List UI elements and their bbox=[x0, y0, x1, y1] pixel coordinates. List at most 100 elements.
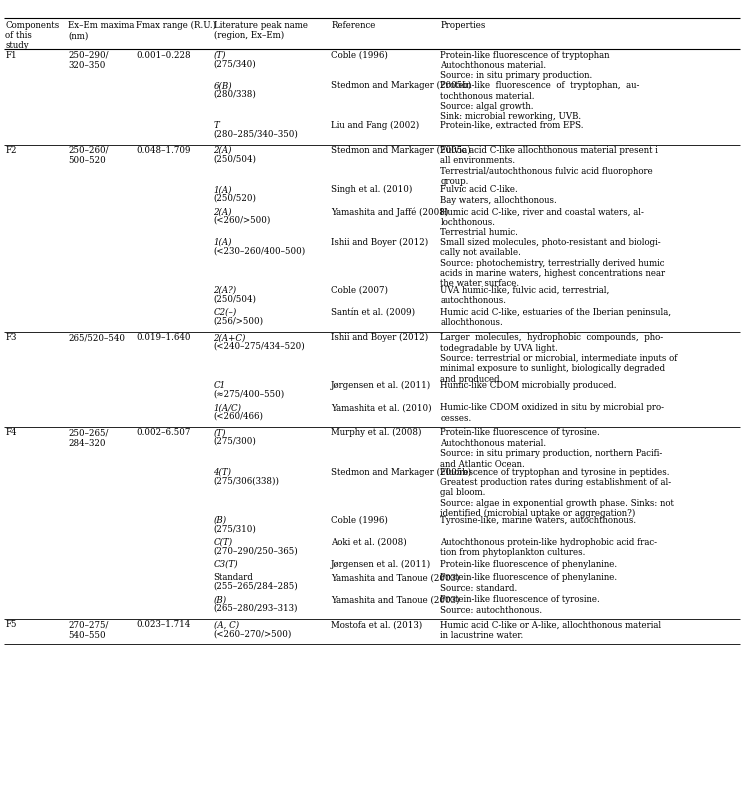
Text: Protein-like fluorescence of phenylanine.: Protein-like fluorescence of phenylanine… bbox=[440, 560, 618, 569]
Text: Santín et al. (2009): Santín et al. (2009) bbox=[331, 308, 415, 317]
Text: Stedmon and Markager (2005b): Stedmon and Markager (2005b) bbox=[331, 468, 472, 477]
Text: Singh et al. (2010): Singh et al. (2010) bbox=[331, 185, 412, 194]
Text: Humic acid C-like, estuaries of the Iberian peninsula,
allochthonous.: Humic acid C-like, estuaries of the Iber… bbox=[440, 308, 672, 327]
Text: 1(A/C): 1(A/C) bbox=[214, 403, 242, 412]
Text: (<260/466): (<260/466) bbox=[214, 412, 263, 421]
Text: Aoki et al. (2008): Aoki et al. (2008) bbox=[331, 538, 407, 547]
Text: Stedmon and Markager (2005b): Stedmon and Markager (2005b) bbox=[331, 81, 472, 91]
Text: 2(A): 2(A) bbox=[214, 207, 232, 217]
Text: (B): (B) bbox=[214, 595, 227, 604]
Text: (275/310): (275/310) bbox=[214, 525, 257, 533]
Text: C(T): C(T) bbox=[214, 538, 233, 547]
Text: 0.048–1.709: 0.048–1.709 bbox=[136, 146, 190, 155]
Text: Yamashita and Tanoue (2003): Yamashita and Tanoue (2003) bbox=[331, 595, 460, 604]
Text: Yamashita and Tanoue (2003): Yamashita and Tanoue (2003) bbox=[331, 573, 460, 582]
Text: (<260–270/>500): (<260–270/>500) bbox=[214, 629, 292, 638]
Text: 4(T): 4(T) bbox=[214, 468, 231, 477]
Text: Humic acid C-like or A-like, allochthonous material
in lacustrine water.: Humic acid C-like or A-like, allochthono… bbox=[440, 620, 661, 640]
Text: (≈275/400–550): (≈275/400–550) bbox=[214, 390, 285, 399]
Text: 0.019–1.640: 0.019–1.640 bbox=[136, 334, 190, 342]
Text: Liu and Fang (2002): Liu and Fang (2002) bbox=[331, 120, 420, 130]
Text: Ishii and Boyer (2012): Ishii and Boyer (2012) bbox=[331, 238, 429, 247]
Text: Components
of this
study: Components of this study bbox=[5, 21, 60, 50]
Text: Protein-like, extracted from EPS.: Protein-like, extracted from EPS. bbox=[440, 120, 584, 130]
Text: Protein-like fluorescence of tryptophan
Autochthonous material.
Source: in situ : Protein-like fluorescence of tryptophan … bbox=[440, 51, 610, 80]
Text: 0.002–6.507: 0.002–6.507 bbox=[136, 428, 190, 437]
Text: 1(A): 1(A) bbox=[214, 238, 232, 247]
Text: (275/300): (275/300) bbox=[214, 437, 257, 446]
Text: (T): (T) bbox=[214, 51, 226, 60]
Text: Fmax range (R.U.): Fmax range (R.U.) bbox=[136, 21, 217, 29]
Text: (<240–275/434–520): (<240–275/434–520) bbox=[214, 341, 305, 351]
Text: Yamashita and Jaffé (2008): Yamashita and Jaffé (2008) bbox=[331, 207, 449, 217]
Text: (250/504): (250/504) bbox=[214, 295, 257, 303]
Text: (270–290/250–365): (270–290/250–365) bbox=[214, 546, 298, 556]
Text: Ishii and Boyer (2012): Ishii and Boyer (2012) bbox=[331, 334, 429, 342]
Text: Murphy et al. (2008): Murphy et al. (2008) bbox=[331, 428, 422, 438]
Text: 2(A): 2(A) bbox=[214, 146, 232, 155]
Text: UVA humic-like, fulvic acid, terrestrial,
autochthonous.: UVA humic-like, fulvic acid, terrestrial… bbox=[440, 286, 610, 305]
Text: Jørgensen et al. (2011): Jørgensen et al. (2011) bbox=[331, 381, 432, 390]
Text: F5: F5 bbox=[5, 620, 16, 630]
Text: (B): (B) bbox=[214, 516, 227, 525]
Text: (250/520): (250/520) bbox=[214, 193, 257, 203]
Text: 0.001–0.228: 0.001–0.228 bbox=[136, 51, 190, 60]
Text: Protein-like fluorescence of phenylanine.
Source: standard.: Protein-like fluorescence of phenylanine… bbox=[440, 573, 618, 592]
Text: Literature peak name
(region, Ex–Em): Literature peak name (region, Ex–Em) bbox=[214, 21, 307, 41]
Text: F3: F3 bbox=[5, 334, 16, 342]
Text: C1: C1 bbox=[214, 381, 225, 390]
Text: Mostofa et al. (2013): Mostofa et al. (2013) bbox=[331, 620, 423, 630]
Text: 270–275/
540–550: 270–275/ 540–550 bbox=[68, 620, 109, 640]
Text: (265–280/293–313): (265–280/293–313) bbox=[214, 604, 298, 613]
Text: Humic acid C-like, river and coastal waters, al-
lochthonous.
Terrestrial humic.: Humic acid C-like, river and coastal wat… bbox=[440, 207, 644, 237]
Text: (250/504): (250/504) bbox=[214, 154, 257, 163]
Text: Tyrosine-like, marine waters, autochthonous.: Tyrosine-like, marine waters, autochthon… bbox=[440, 516, 637, 525]
Text: 265/520–540: 265/520–540 bbox=[68, 334, 126, 342]
Text: 2(A+C): 2(A+C) bbox=[214, 334, 246, 342]
Text: 250–260/
500–520: 250–260/ 500–520 bbox=[68, 146, 109, 166]
Text: (275/306(338)): (275/306(338)) bbox=[214, 476, 280, 486]
Text: (275/340): (275/340) bbox=[214, 59, 256, 68]
Text: (256/>500): (256/>500) bbox=[214, 317, 263, 326]
Text: F4: F4 bbox=[5, 428, 16, 437]
Text: F1: F1 bbox=[5, 51, 17, 60]
Text: 1(A): 1(A) bbox=[214, 185, 232, 194]
Text: Fulvic acid C-like allochthonous material present i
all environments.
Terrestria: Fulvic acid C-like allochthonous materia… bbox=[440, 146, 658, 186]
Text: Autochthonous protein-like hydrophobic acid frac-
tion from phytoplankton cultur: Autochthonous protein-like hydrophobic a… bbox=[440, 538, 658, 557]
Text: Protein-like fluorescence of tyrosine.
Source: autochthonous.: Protein-like fluorescence of tyrosine. S… bbox=[440, 595, 600, 615]
Text: Humic-like CDOM microbially produced.: Humic-like CDOM microbially produced. bbox=[440, 381, 617, 390]
Text: (<230–260/400–500): (<230–260/400–500) bbox=[214, 247, 306, 256]
Text: (280–285/340–350): (280–285/340–350) bbox=[214, 129, 298, 139]
Text: (T): (T) bbox=[214, 428, 226, 437]
Text: 6(B): 6(B) bbox=[214, 81, 232, 90]
Text: Coble (1996): Coble (1996) bbox=[331, 51, 388, 60]
Text: Coble (2007): Coble (2007) bbox=[331, 286, 388, 295]
Text: Coble (1996): Coble (1996) bbox=[331, 516, 388, 525]
Text: 0.023–1.714: 0.023–1.714 bbox=[136, 620, 190, 630]
Text: Yamashita et al. (2010): Yamashita et al. (2010) bbox=[331, 403, 432, 412]
Text: (280/338): (280/338) bbox=[214, 90, 257, 99]
Text: Reference: Reference bbox=[331, 21, 376, 29]
Text: Jørgensen et al. (2011): Jørgensen et al. (2011) bbox=[331, 560, 432, 569]
Text: Fulvic acid C-like.
Bay waters, allochthonous.: Fulvic acid C-like. Bay waters, allochth… bbox=[440, 185, 557, 205]
Text: (255–265/284–285): (255–265/284–285) bbox=[214, 582, 298, 591]
Text: C3(T): C3(T) bbox=[214, 560, 238, 569]
Text: Stedmon and Markager (2005a): Stedmon and Markager (2005a) bbox=[331, 146, 471, 155]
Text: Ex–Em maxima
(nm): Ex–Em maxima (nm) bbox=[68, 21, 135, 40]
Text: Small sized molecules, photo-resistant and biologi-
cally not available.
Source:: Small sized molecules, photo-resistant a… bbox=[440, 238, 666, 288]
Text: T: T bbox=[214, 120, 219, 130]
Text: Properties: Properties bbox=[440, 21, 486, 29]
Text: Protein-like fluorescence of tyrosine.
Autochthonous material.
Source: in situ p: Protein-like fluorescence of tyrosine. A… bbox=[440, 428, 663, 469]
Text: Fluorescence of tryptophan and tyrosine in peptides.
Greatest production rates d: Fluorescence of tryptophan and tyrosine … bbox=[440, 468, 674, 518]
Text: (A, C): (A, C) bbox=[214, 620, 239, 630]
Text: Protein-like  fluorescence  of  tryptophan,  au-
tochthonous material.
Source: a: Protein-like fluorescence of tryptophan,… bbox=[440, 81, 640, 122]
Text: 2(A?): 2(A?) bbox=[214, 286, 237, 295]
Text: Larger  molecules,  hydrophobic  compounds,  pho-
todegradable by UVA light.
Sou: Larger molecules, hydrophobic compounds,… bbox=[440, 334, 678, 384]
Text: C2(–): C2(–) bbox=[214, 308, 237, 317]
Text: 250–290/
320–350: 250–290/ 320–350 bbox=[68, 51, 109, 70]
Text: Standard: Standard bbox=[214, 573, 254, 582]
Text: 250–265/
284–320: 250–265/ 284–320 bbox=[68, 428, 109, 448]
Text: Humic-like CDOM oxidized in situ by microbial pro-
cesses.: Humic-like CDOM oxidized in situ by micr… bbox=[440, 403, 664, 423]
Text: (<260/>500): (<260/>500) bbox=[214, 216, 271, 224]
Text: F2: F2 bbox=[5, 146, 16, 155]
